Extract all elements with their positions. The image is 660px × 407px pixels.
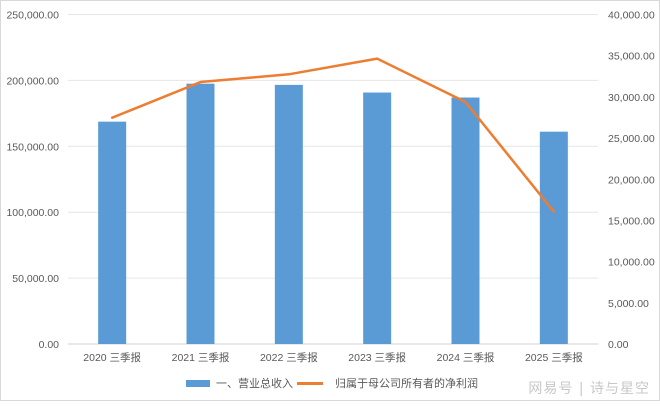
revenue-bar bbox=[539, 131, 568, 344]
right-axis-tick: 30,000.00 bbox=[608, 92, 655, 104]
left-axis-tick: 200,000.00 bbox=[6, 75, 59, 87]
right-axis-tick: 10,000.00 bbox=[608, 257, 655, 269]
right-axis-tick: 20,000.00 bbox=[608, 174, 655, 186]
legend-bar-swatch-icon bbox=[186, 379, 210, 387]
watermark: 网易号 | 诗与星空 bbox=[528, 381, 650, 397]
category-label: 2021 三季报 bbox=[172, 351, 230, 364]
revenue-bar bbox=[363, 92, 392, 344]
legend-line-swatch-icon bbox=[297, 381, 323, 385]
right-axis-tick: 35,000.00 bbox=[608, 51, 655, 63]
right-axis-tick: 15,000.00 bbox=[608, 215, 655, 227]
legend-bar-label: 一、营业总收入 bbox=[216, 377, 293, 390]
category-label: 2022 三季报 bbox=[260, 351, 318, 364]
category-label: 2023 三季报 bbox=[348, 351, 406, 364]
category-label: 2020 三季报 bbox=[83, 351, 141, 364]
revenue-bar bbox=[186, 83, 215, 344]
right-axis-tick: 0.00 bbox=[608, 339, 629, 351]
category-label: 2025 三季报 bbox=[525, 351, 583, 364]
chart-legend: 一、营业总收入 归属于母公司所有者的净利润 bbox=[186, 375, 478, 391]
revenue-bar bbox=[451, 97, 480, 344]
left-axis-tick: 100,000.00 bbox=[6, 207, 59, 219]
right-axis-tick: 40,000.00 bbox=[608, 10, 655, 22]
category-label: 2024 三季报 bbox=[437, 351, 495, 364]
left-axis-tick: 0.00 bbox=[39, 339, 60, 351]
revenue-bar bbox=[274, 84, 303, 345]
left-axis-tick: 50,000.00 bbox=[12, 273, 59, 285]
net-profit-line bbox=[110, 57, 556, 213]
revenue-bar bbox=[98, 121, 127, 344]
right-axis-tick: 25,000.00 bbox=[608, 133, 655, 145]
left-axis-tick: 150,000.00 bbox=[6, 141, 59, 153]
right-axis-tick: 5,000.00 bbox=[608, 298, 649, 310]
legend-line-label: 归属于母公司所有者的净利润 bbox=[335, 377, 478, 390]
left-axis-tick: 250,000.00 bbox=[6, 10, 59, 22]
